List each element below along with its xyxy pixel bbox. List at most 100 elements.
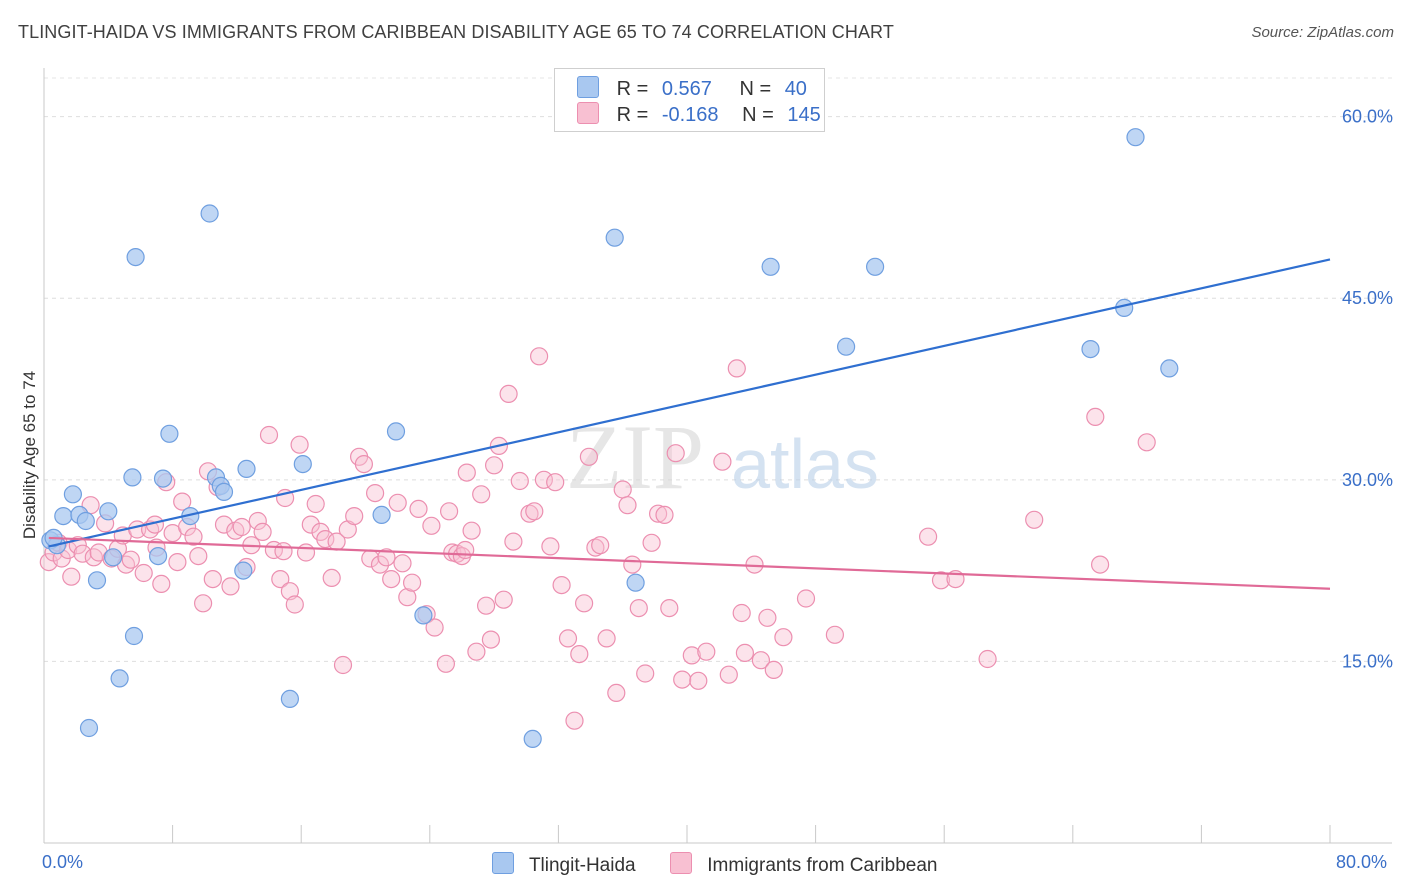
- trend-line-caribbean: [48, 536, 1331, 590]
- point-tlingit-haida: [372, 505, 391, 525]
- point-caribbean: [629, 598, 648, 618]
- point-caribbean: [214, 515, 234, 534]
- point-caribbean: [382, 569, 401, 589]
- point-caribbean: [494, 590, 513, 609]
- point-caribbean: [333, 655, 353, 675]
- point-tlingit-haida: [214, 482, 234, 501]
- point-caribbean: [1137, 433, 1156, 452]
- point-caribbean: [366, 484, 385, 503]
- point-caribbean: [285, 595, 304, 614]
- point-caribbean: [481, 630, 500, 649]
- point-caribbean: [758, 608, 777, 627]
- point-caribbean: [673, 670, 692, 689]
- point-caribbean: [248, 511, 267, 531]
- point-caribbean: [472, 485, 491, 504]
- point-caribbean: [477, 596, 496, 615]
- point-caribbean: [290, 435, 309, 454]
- point-caribbean: [398, 588, 417, 607]
- point-tlingit-haida: [110, 669, 129, 688]
- point-caribbean: [301, 515, 320, 534]
- point-caribbean: [403, 573, 422, 592]
- point-caribbean: [322, 568, 341, 588]
- point-tlingit-haida: [280, 689, 299, 709]
- point-tlingit-haida: [234, 561, 253, 580]
- point-caribbean: [345, 506, 364, 526]
- point-caribbean: [642, 533, 661, 552]
- point-caribbean: [735, 643, 755, 663]
- point-tlingit-haida: [865, 257, 885, 276]
- trend-line-tlingit-haida: [48, 258, 1331, 548]
- point-caribbean: [697, 642, 716, 661]
- data-points: [39, 128, 1179, 749]
- legend-row-caribbean: R = -0.168 N = 145: [577, 102, 821, 126]
- point-caribbean: [388, 493, 407, 512]
- point-caribbean: [764, 660, 783, 680]
- point-caribbean: [134, 563, 153, 583]
- point-tlingit-haida: [605, 228, 624, 247]
- point-tlingit-haida: [200, 204, 219, 223]
- point-caribbean: [978, 649, 997, 669]
- point-tlingit-haida: [414, 606, 433, 625]
- point-caribbean: [152, 574, 171, 594]
- point-caribbean: [440, 502, 459, 521]
- point-caribbean: [682, 646, 701, 665]
- trend-lines: [48, 258, 1331, 590]
- point-caribbean: [436, 654, 455, 673]
- point-caribbean: [689, 671, 708, 690]
- source-note: Source: ZipAtlas.com: [1251, 24, 1394, 41]
- point-caribbean: [232, 517, 251, 537]
- point-caribbean: [456, 540, 475, 560]
- point-caribbean: [184, 527, 203, 546]
- point-caribbean: [194, 594, 213, 613]
- point-caribbean: [796, 589, 816, 608]
- chart-title: TLINGIT-HAIDA VS IMMIGRANTS FROM CARIBBE…: [18, 22, 894, 42]
- point-caribbean: [666, 444, 685, 463]
- legend-r-label: R =: [616, 78, 649, 100]
- point-tlingit-haida: [1126, 128, 1145, 147]
- y-tick-label: 15.0%: [1342, 651, 1393, 671]
- axes: [43, 68, 1392, 844]
- point-caribbean: [552, 575, 571, 595]
- point-tlingit-haida: [76, 511, 95, 531]
- point-tlingit-haida: [626, 573, 645, 592]
- legend-n-value: 40: [784, 78, 807, 100]
- point-caribbean: [648, 504, 668, 523]
- point-tlingit-haida: [103, 548, 123, 567]
- point-caribbean: [529, 347, 549, 366]
- legend-r-value: 0.567: [661, 78, 712, 100]
- y-tick-label: 45.0%: [1342, 288, 1393, 308]
- point-caribbean: [504, 532, 523, 551]
- point-caribbean: [409, 499, 428, 518]
- point-caribbean: [73, 544, 92, 563]
- point-caribbean: [203, 569, 222, 589]
- point-caribbean: [525, 502, 544, 521]
- point-caribbean: [636, 664, 655, 683]
- point-tlingit-haida: [123, 468, 142, 487]
- point-caribbean: [655, 505, 674, 525]
- legend-r-label: R =: [616, 104, 649, 126]
- point-caribbean: [393, 554, 412, 573]
- point-tlingit-haida: [87, 571, 107, 590]
- point-caribbean: [918, 527, 938, 546]
- point-caribbean: [541, 537, 560, 556]
- y-tick-labels: 15.0% 30.0% 45.0% 60.0%: [1342, 107, 1393, 672]
- point-caribbean: [579, 447, 599, 466]
- point-caribbean: [618, 496, 637, 515]
- legend-swatch-blue: [577, 76, 599, 98]
- point-tlingit-haida: [761, 257, 780, 276]
- series-swatch-blue: [492, 852, 514, 874]
- point-caribbean: [623, 555, 642, 574]
- legend-swatch-pink: [577, 102, 599, 124]
- watermark-atlas: atlas: [731, 425, 879, 503]
- point-tlingit-haida: [293, 455, 312, 474]
- point-caribbean: [931, 571, 951, 590]
- point-caribbean: [558, 629, 578, 648]
- point-tlingit-haida: [160, 424, 179, 443]
- point-caribbean: [467, 642, 486, 661]
- point-caribbean: [499, 384, 518, 403]
- point-caribbean: [173, 492, 192, 511]
- point-caribbean: [274, 542, 293, 561]
- series-swatch-pink: [670, 852, 692, 874]
- point-tlingit-haida: [54, 506, 73, 526]
